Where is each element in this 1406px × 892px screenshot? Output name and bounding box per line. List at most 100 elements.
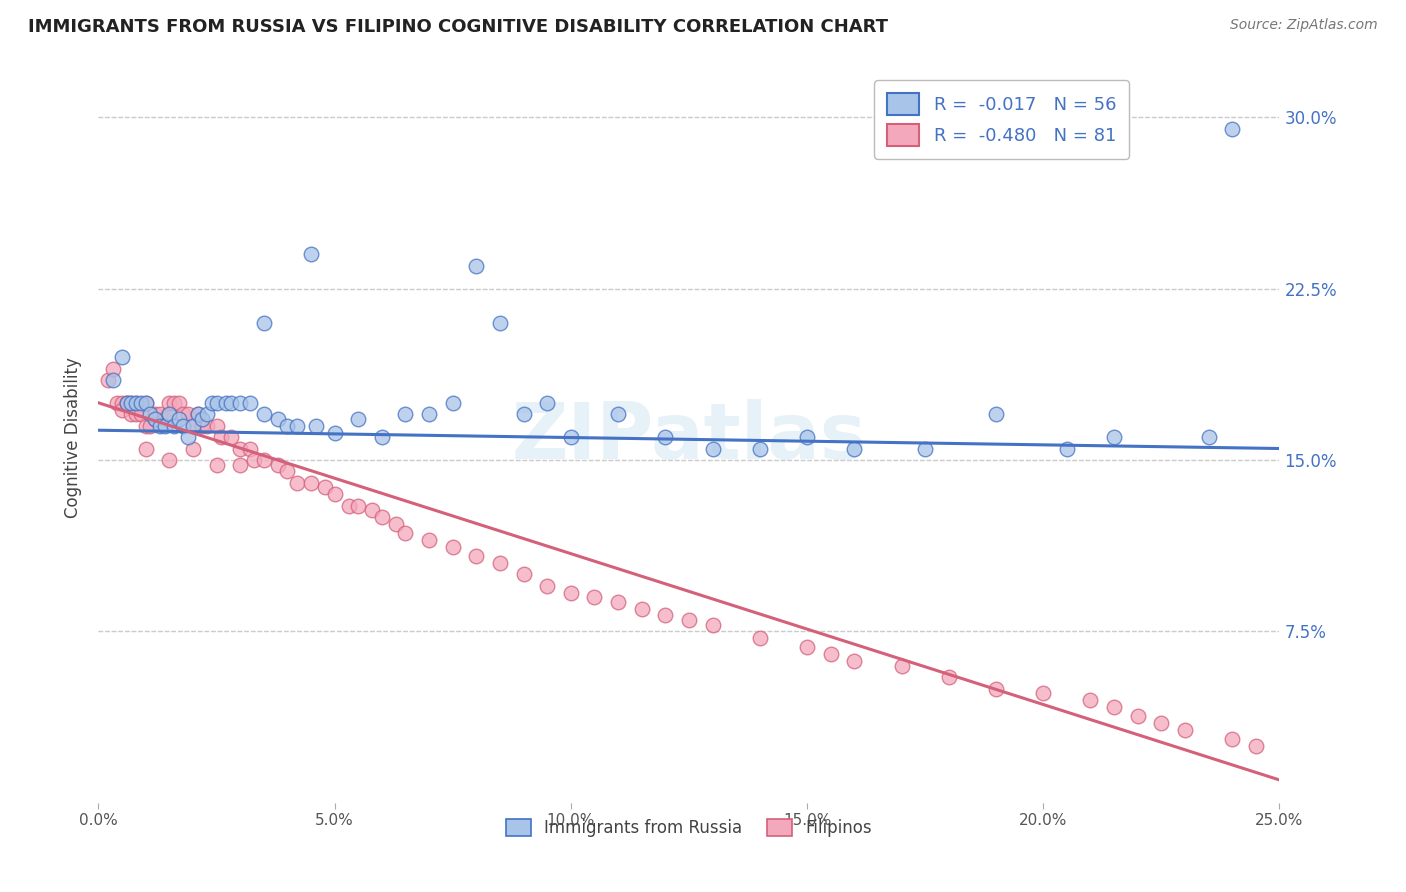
Point <box>1080 693 1102 707</box>
Text: Source: ZipAtlas.com: Source: ZipAtlas.com <box>1230 18 1378 32</box>
Point <box>1244 739 1267 753</box>
Point <box>938 670 960 684</box>
Point <box>844 654 866 668</box>
Point <box>195 418 218 433</box>
Point <box>489 316 512 330</box>
Point <box>229 442 252 456</box>
Point <box>418 407 440 421</box>
Text: ZIPatlas: ZIPatlas <box>512 399 866 475</box>
Point <box>394 407 416 421</box>
Point <box>323 425 346 440</box>
Point <box>285 475 308 490</box>
Point <box>1174 723 1197 737</box>
Point <box>371 510 394 524</box>
Point <box>205 396 228 410</box>
Point <box>371 430 394 444</box>
Point <box>1102 430 1125 444</box>
Point <box>177 407 200 421</box>
Point <box>465 549 488 563</box>
Point <box>163 396 186 410</box>
Point <box>243 453 266 467</box>
Point <box>560 585 582 599</box>
Point <box>157 407 180 421</box>
Point <box>101 373 124 387</box>
Point <box>512 407 534 421</box>
Point <box>115 396 138 410</box>
Point <box>347 499 370 513</box>
Point <box>1220 121 1243 136</box>
Y-axis label: Cognitive Disability: Cognitive Disability <box>65 357 83 517</box>
Point <box>135 442 157 456</box>
Point <box>172 407 194 421</box>
Point <box>191 412 214 426</box>
Point <box>465 259 488 273</box>
Point <box>105 396 128 410</box>
Point <box>560 430 582 444</box>
Point <box>219 396 242 410</box>
Point <box>201 396 224 410</box>
Text: IMMIGRANTS FROM RUSSIA VS FILIPINO COGNITIVE DISABILITY CORRELATION CHART: IMMIGRANTS FROM RUSSIA VS FILIPINO COGNI… <box>28 18 889 36</box>
Point <box>143 407 166 421</box>
Point <box>205 418 228 433</box>
Point <box>654 608 676 623</box>
Point <box>149 407 172 421</box>
Point <box>984 407 1007 421</box>
Point <box>314 480 336 494</box>
Point <box>135 396 157 410</box>
Point <box>796 430 818 444</box>
Point <box>139 418 162 433</box>
Point <box>607 407 630 421</box>
Legend: Immigrants from Russia, Filipinos: Immigrants from Russia, Filipinos <box>498 811 880 846</box>
Point <box>229 458 252 472</box>
Point <box>157 396 180 410</box>
Point <box>702 617 724 632</box>
Point <box>209 430 232 444</box>
Point <box>536 579 558 593</box>
Point <box>678 613 700 627</box>
Point <box>844 442 866 456</box>
Point <box>167 396 190 410</box>
Point <box>285 418 308 433</box>
Point <box>181 418 204 433</box>
Point <box>187 407 209 421</box>
Point <box>796 640 818 655</box>
Point <box>820 647 842 661</box>
Point <box>748 442 770 456</box>
Point <box>299 247 322 261</box>
Point <box>1150 715 1173 730</box>
Point <box>385 516 408 531</box>
Point <box>111 350 134 364</box>
Point <box>276 464 298 478</box>
Point <box>191 418 214 433</box>
Point <box>181 442 204 456</box>
Point <box>337 499 360 513</box>
Point <box>583 590 606 604</box>
Point <box>125 407 148 421</box>
Point <box>276 418 298 433</box>
Point <box>418 533 440 547</box>
Point <box>219 430 242 444</box>
Point <box>153 412 176 426</box>
Point <box>1220 731 1243 746</box>
Point <box>267 458 290 472</box>
Point <box>607 595 630 609</box>
Point <box>1126 709 1149 723</box>
Point <box>129 407 152 421</box>
Point <box>215 396 238 410</box>
Point <box>361 503 384 517</box>
Point <box>253 407 276 421</box>
Point <box>121 396 143 410</box>
Point <box>172 418 194 433</box>
Point <box>157 407 180 421</box>
Point <box>163 418 186 433</box>
Point <box>121 407 143 421</box>
Point <box>702 442 724 456</box>
Point <box>139 407 162 421</box>
Point <box>149 418 172 433</box>
Point <box>305 418 328 433</box>
Point <box>115 396 138 410</box>
Point <box>1102 699 1125 714</box>
Point <box>135 396 157 410</box>
Point <box>441 396 464 410</box>
Point <box>125 396 148 410</box>
